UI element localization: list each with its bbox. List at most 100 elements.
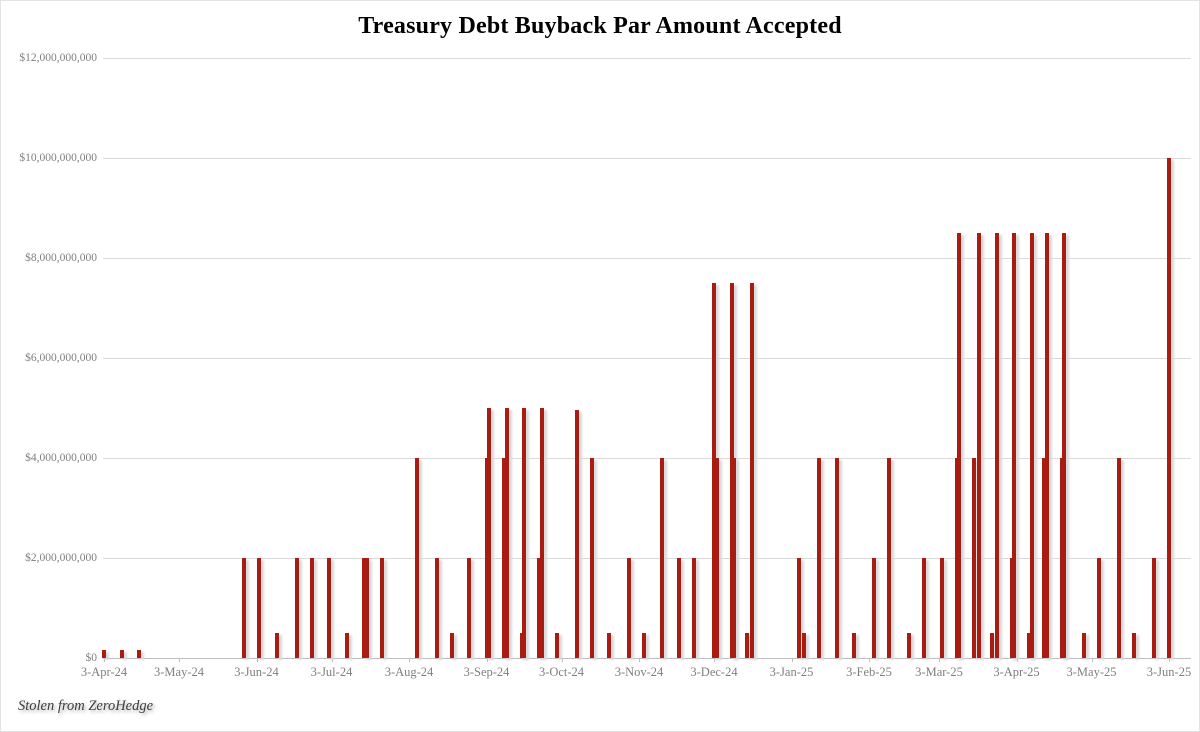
bar-17-Jul-24 [364,558,369,658]
x-axis-tick-label: 3-Dec-24 [690,665,738,679]
bar-16-Dec-24 [744,633,749,658]
x-axis-tick [409,658,410,662]
bar-6-Jan-25 [797,558,801,658]
y-axis-tick-label: $2,000,000,000 [25,552,97,564]
bar-9-Jul-24 [344,633,349,658]
bar-20-May-25 [1132,633,1136,658]
y-axis-tick-label: $12,000,000,000 [19,52,97,64]
bar-29-May-24 [242,558,246,658]
chart-title: Treasury Debt Buyback Par Amount Accepte… [358,13,842,39]
bar-19-Nov-24 [677,558,681,658]
x-axis-tick-label: 3-Feb-25 [846,665,892,679]
bar-17-Mar-25 [972,458,976,658]
watermark-text: Stolen from ZeroHedge [18,698,154,714]
bar-21-Apr-25 [1059,458,1064,658]
bar-9-Oct-24 [574,410,579,658]
gridline [103,358,1191,359]
x-axis-tick-label: 3-Jun-24 [234,665,279,679]
bar-16-Jul-24 [362,558,366,658]
bar-20-Aug-24 [449,633,454,658]
x-axis-tick [486,658,488,662]
x-axis-tick [331,658,333,662]
x-axis-tick-label: 3-Jul-24 [310,665,353,679]
y-axis-tick-label: $4,000,000,000 [25,452,97,464]
bar-30-Oct-24 [627,558,631,658]
bar-14-May-25 [1117,458,1121,658]
y-axis-tick-label: $0 [85,652,98,664]
gridline [103,158,1191,159]
bar-11-Sep-24 [504,408,509,658]
x-axis-tick [939,658,940,662]
bar-11-Feb-25 [887,458,891,658]
bar-4-Dec-24 [714,458,719,658]
x-axis-tick [561,658,563,662]
bar-6-Aug-24 [414,458,419,658]
bar-24-Sep-24 [537,558,541,658]
bar-11-Dec-24 [732,458,736,658]
x-axis-tick-label: 3-Nov-24 [614,665,664,679]
bar-14-Apr-25 [1042,458,1046,658]
bar-23-Jul-24 [379,558,384,658]
bar-12-Nov-24 [659,458,664,658]
bar-15-Oct-24 [589,458,594,658]
x-axis-tick-label: 3-Mar-25 [915,665,963,679]
bar-2-Jul-24 [327,558,331,658]
bar-17-Apr-24 [137,650,141,658]
x-axis-tick [714,658,715,662]
bar-1-Apr-25 [1009,558,1014,658]
x-axis-tick [1016,658,1018,662]
x-axis-tick-label: 3-Sep-24 [463,665,510,679]
y-axis-tick-label: $6,000,000,000 [25,352,97,364]
x-axis-line [103,658,1191,659]
bar-4-Mar-25 [939,558,944,658]
bar-11-Jun-24 [274,633,279,658]
bar-26-Mar-25 [994,233,999,658]
x-axis-tick [256,658,258,662]
x-axis-tick-label: 3-Jan-25 [769,665,814,679]
bar-24-Mar-25 [989,633,994,658]
bar-3-Apr-24 [102,650,106,658]
bar-17-Sep-24 [519,633,524,658]
x-axis-tick-label: 3-May-24 [154,665,204,679]
bar-27-Aug-24 [467,558,471,658]
bar-30-Apr-25 [1082,633,1086,658]
x-axis-tick-label: 3-Jun-25 [1146,665,1192,679]
gridline [103,58,1191,59]
bar-9-Apr-25 [1029,233,1034,658]
x-axis-tick [104,658,105,662]
bar-4-Sep-24 [487,408,491,658]
bar-2-Apr-25 [1012,233,1016,658]
bar-25-Jun-24 [309,558,314,658]
bar-11-Mar-25 [957,233,961,658]
x-axis-tick [869,658,870,662]
y-axis-tick-label: $8,000,000,000 [25,252,97,264]
x-axis-tick [639,658,640,662]
bar-22-Oct-24 [607,633,611,658]
bar-19-Feb-25 [907,633,911,658]
bar-3-Sep-24 [484,458,489,658]
gridline [103,458,1191,459]
y-axis-tick-label: $10,000,000,000 [19,152,97,164]
bar-8-Jan-25 [802,633,806,658]
bar-18-Sep-24 [522,408,526,658]
x-axis-tick-label: 3-Apr-25 [993,665,1040,679]
x-axis-tick [179,658,180,662]
x-axis-tick-label: 3-Apr-24 [80,665,128,679]
bar-3-Jun-25 [1167,158,1171,658]
bar-28-Jan-25 [852,633,856,658]
x-axis-tick-label: 3-May-25 [1066,665,1117,679]
bar-6-May-25 [1097,558,1101,658]
x-axis-tick-label: 3-Aug-24 [384,665,434,679]
bar-5-Feb-25 [872,558,876,658]
bar-25-Sep-24 [539,408,544,658]
bar-14-Jan-25 [817,458,821,658]
x-axis-tick-label: 3-Oct-24 [538,665,585,679]
gridline [103,558,1191,559]
bar-8-Apr-25 [1027,633,1031,658]
bar-3-Dec-24 [712,283,716,658]
bar-1-Oct-24 [554,633,559,658]
x-axis-tick [791,658,793,662]
gridline [103,258,1191,259]
bar-28-May-25 [1152,558,1156,658]
